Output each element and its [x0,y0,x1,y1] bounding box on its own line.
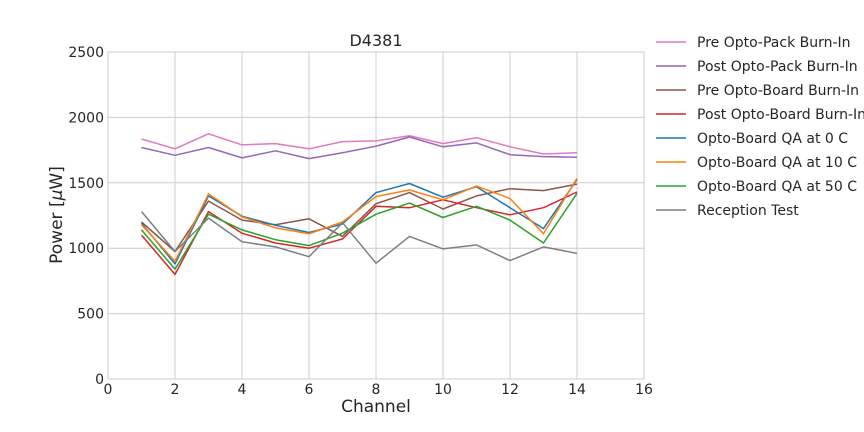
legend-label: Pre Opto-Pack Burn-In [697,35,851,51]
series-line [141,183,578,253]
series-line [141,133,578,155]
legend-label: Post Opto-Board Burn-In [697,107,864,123]
legend-label: Opto-Board QA at 50 C [697,179,857,195]
legend: Pre Opto-Pack Burn-In Post Opto-Pack Burn… [656,35,864,219]
x-tick-label: 12 [501,382,519,398]
y-axis-title-mu: μ [47,189,67,201]
y-tick-label: 2500 [68,45,104,61]
x-tick-label: 6 [305,382,314,398]
y-tick-label: 1000 [68,241,104,257]
legend-label: Reception Test [697,203,799,219]
y-axis-title-prefix: Power [ [47,200,67,263]
y-tick-label: 0 [95,372,104,388]
series-line [140,191,578,276]
x-tick-label: 8 [372,382,381,398]
x-tick-label: 14 [568,382,586,398]
legend-label: Opto-Board QA at 0 C [697,131,848,147]
y-axis-title: Power [μW] [47,166,67,264]
series-layer [140,133,578,276]
plot-area-frame [107,51,645,380]
x-tick-label: 4 [238,382,247,398]
series-line [140,179,578,265]
x-tick-label: 2 [171,382,180,398]
y-tick-label: 500 [77,307,104,323]
x-tick-label: 0 [104,382,113,398]
x-tick-label: 10 [434,382,452,398]
legend-label: Pre Opto-Board Burn-In [697,83,859,99]
series-line [140,211,578,264]
y-tick-label: 2000 [68,110,104,126]
y-tick-label: 1500 [68,176,104,192]
tick-labels: 0 2 4 6 8 10 12 14 16 0 500 1000 1500 2000 2500 [68,45,653,398]
y-axis-title-suffix: W] [47,166,67,189]
series-line [140,177,578,263]
legend-label: Post Opto-Pack Burn-In [697,59,858,75]
series-line [141,136,578,160]
grid [107,51,645,380]
series-line [140,192,578,270]
x-axis-title: Channel [341,397,411,417]
chart-title: D4381 [349,31,402,50]
x-tick-label: 16 [635,382,653,398]
legend-label: Opto-Board QA at 10 C [697,155,857,171]
